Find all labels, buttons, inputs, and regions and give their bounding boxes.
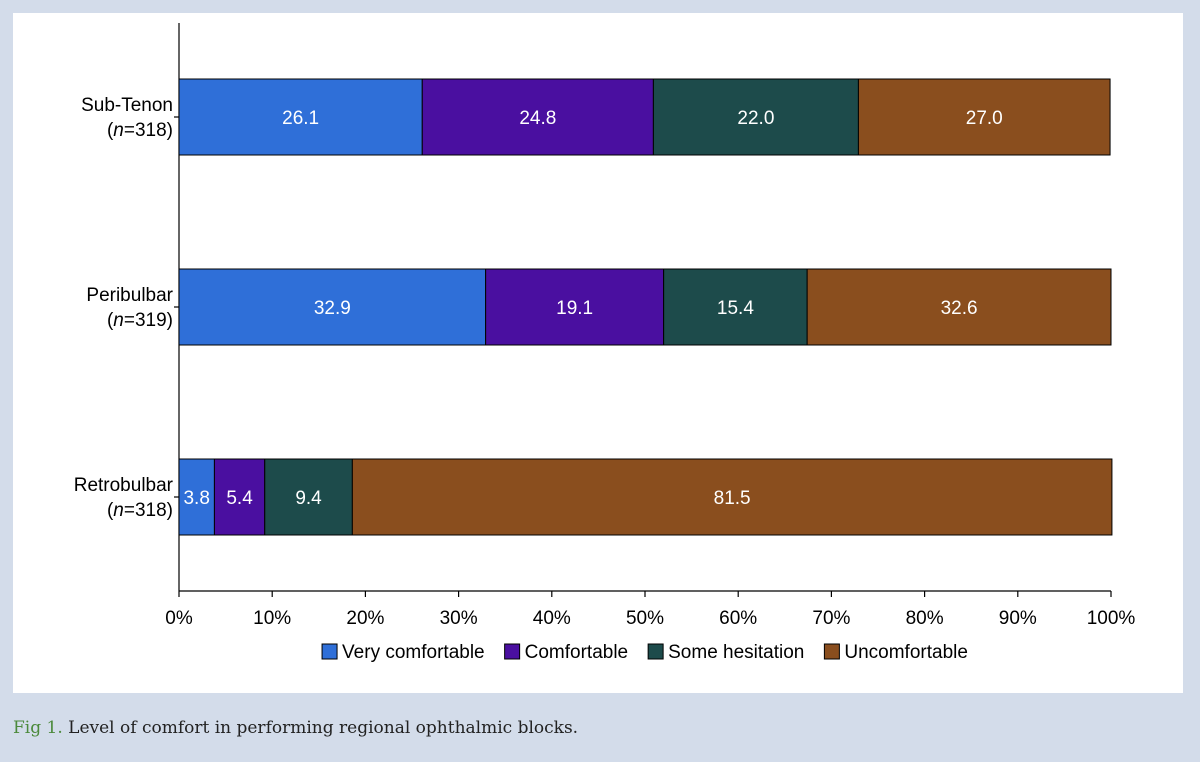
x-tick-label: 50% [626, 608, 664, 629]
bar-segment [857, 78, 1111, 156]
data-label: 3.8 [183, 488, 209, 509]
bar-segment [806, 268, 1112, 346]
data-label: 32.6 [941, 298, 978, 319]
x-tick-label: 0% [165, 608, 193, 629]
data-label: 15.4 [717, 298, 754, 319]
bar-segment [652, 78, 859, 156]
bar-segment [351, 458, 1113, 536]
category-n-label: (n=318) [107, 120, 173, 141]
category-label: Peribulbar [86, 285, 173, 306]
category-label: Retrobulbar [74, 475, 174, 496]
x-tick-label: 80% [906, 608, 944, 629]
legend-swatch [321, 643, 338, 660]
x-tick-label: 20% [346, 608, 384, 629]
figure-caption-text: Level of comfort in performing regional … [62, 718, 579, 738]
bar-segment [213, 458, 266, 536]
bar-segment [178, 78, 423, 156]
figure-caption: Fig 1. Level of comfort in performing re… [13, 718, 578, 738]
data-label: 9.4 [295, 488, 322, 509]
figure-label: Fig 1. [13, 718, 63, 738]
data-label: 81.5 [714, 488, 751, 509]
legend-label: Uncomfortable [844, 642, 968, 663]
data-label: 19.1 [556, 298, 593, 319]
data-label: 5.4 [226, 488, 253, 509]
bar-segment [421, 78, 654, 156]
x-tick-label: 100% [1087, 608, 1136, 629]
bar-segment [485, 268, 665, 346]
x-tick-label: 90% [999, 608, 1037, 629]
data-label: 22.0 [737, 108, 774, 129]
legend-swatch [823, 643, 840, 660]
bar-segment [178, 458, 215, 536]
x-tick-label: 40% [533, 608, 571, 629]
data-label: 26.1 [282, 108, 319, 129]
x-tick-label: 30% [440, 608, 478, 629]
legend-label: Very comfortable [342, 642, 485, 663]
data-label: 24.8 [519, 108, 556, 129]
category-n-label: (n=319) [107, 310, 173, 331]
legend-swatch [504, 643, 521, 660]
x-tick-label: 70% [812, 608, 850, 629]
legend-label: Comfortable [525, 642, 629, 663]
bar-segment [264, 458, 353, 536]
stacked-bar-chart: 0% 10% 20% 30% 40% 50% 60% 70% 80% 90% 100% Sub-Ten… [74, 23, 1136, 663]
legend-swatch [647, 643, 664, 660]
x-tick-label: 10% [253, 608, 291, 629]
category-n-label: (n=318) [107, 500, 173, 521]
x-tick-label: 60% [719, 608, 757, 629]
bar-segment [663, 268, 808, 346]
data-label: 32.9 [314, 298, 351, 319]
bar-segment [178, 268, 487, 346]
legend-label: Some hesitation [668, 642, 804, 663]
data-label: 27.0 [966, 108, 1003, 129]
category-label: Sub-Tenon [81, 95, 173, 116]
chart-panel: 0% 10% 20% 30% 40% 50% 60% 70% 80% 90% 100% Sub-Ten… [13, 13, 1183, 693]
